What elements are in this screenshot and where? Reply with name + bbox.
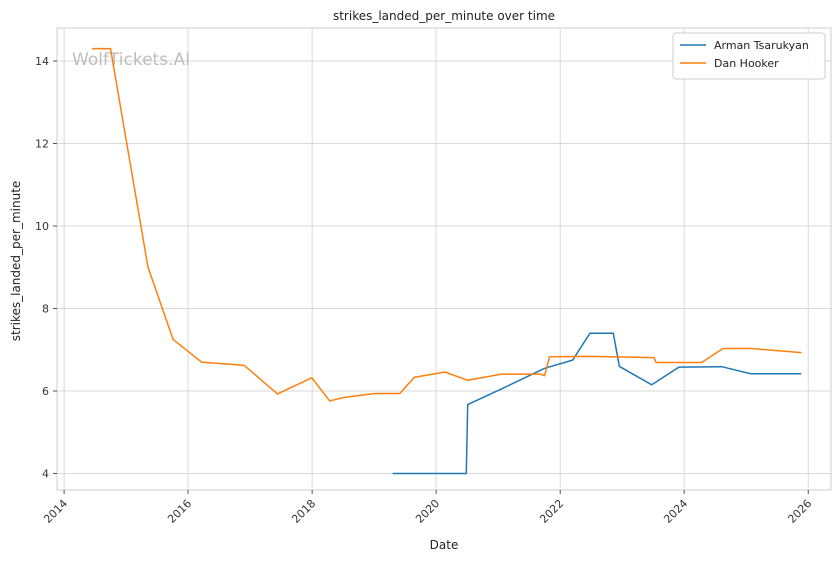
series-lines bbox=[92, 47, 802, 475]
plot-area bbox=[56, 27, 832, 491]
x-axis-label: Date bbox=[430, 538, 459, 552]
y-tick-label: 4 bbox=[42, 468, 49, 481]
y-tick-label: 8 bbox=[42, 303, 49, 316]
watermark: WolfTickets.AI bbox=[72, 50, 190, 70]
x-axis: 2014 2016 2018 2020 2022 2024 2026 bbox=[41, 490, 814, 526]
x-tick-label: 2018 bbox=[289, 497, 318, 526]
legend: Arman Tsarukyan Dan Hooker bbox=[672, 32, 826, 80]
legend-box bbox=[672, 32, 826, 80]
legend-label: Arman Tsarukyan bbox=[714, 39, 809, 52]
y-tick-label: 14 bbox=[35, 55, 49, 68]
series-line-0 bbox=[392, 332, 802, 475]
x-tick-label: 2014 bbox=[41, 497, 70, 526]
y-axis: 4 6 8 10 12 14 bbox=[35, 55, 57, 481]
y-tick-label: 10 bbox=[35, 220, 49, 233]
y-axis-label: strikes_landed_per_minute bbox=[9, 181, 23, 342]
y-tick-label: 12 bbox=[35, 138, 49, 151]
x-tick-label: 2016 bbox=[165, 497, 194, 526]
series-line-1 bbox=[92, 47, 802, 402]
x-tick-label: 2026 bbox=[785, 497, 814, 526]
chart-title: strikes_landed_per_minute over time bbox=[333, 9, 555, 23]
x-tick-label: 2022 bbox=[537, 497, 566, 526]
y-tick-label: 6 bbox=[42, 385, 49, 398]
legend-label: Dan Hooker bbox=[714, 57, 779, 70]
x-tick-label: 2024 bbox=[661, 497, 690, 526]
x-tick-label: 2020 bbox=[413, 497, 442, 526]
